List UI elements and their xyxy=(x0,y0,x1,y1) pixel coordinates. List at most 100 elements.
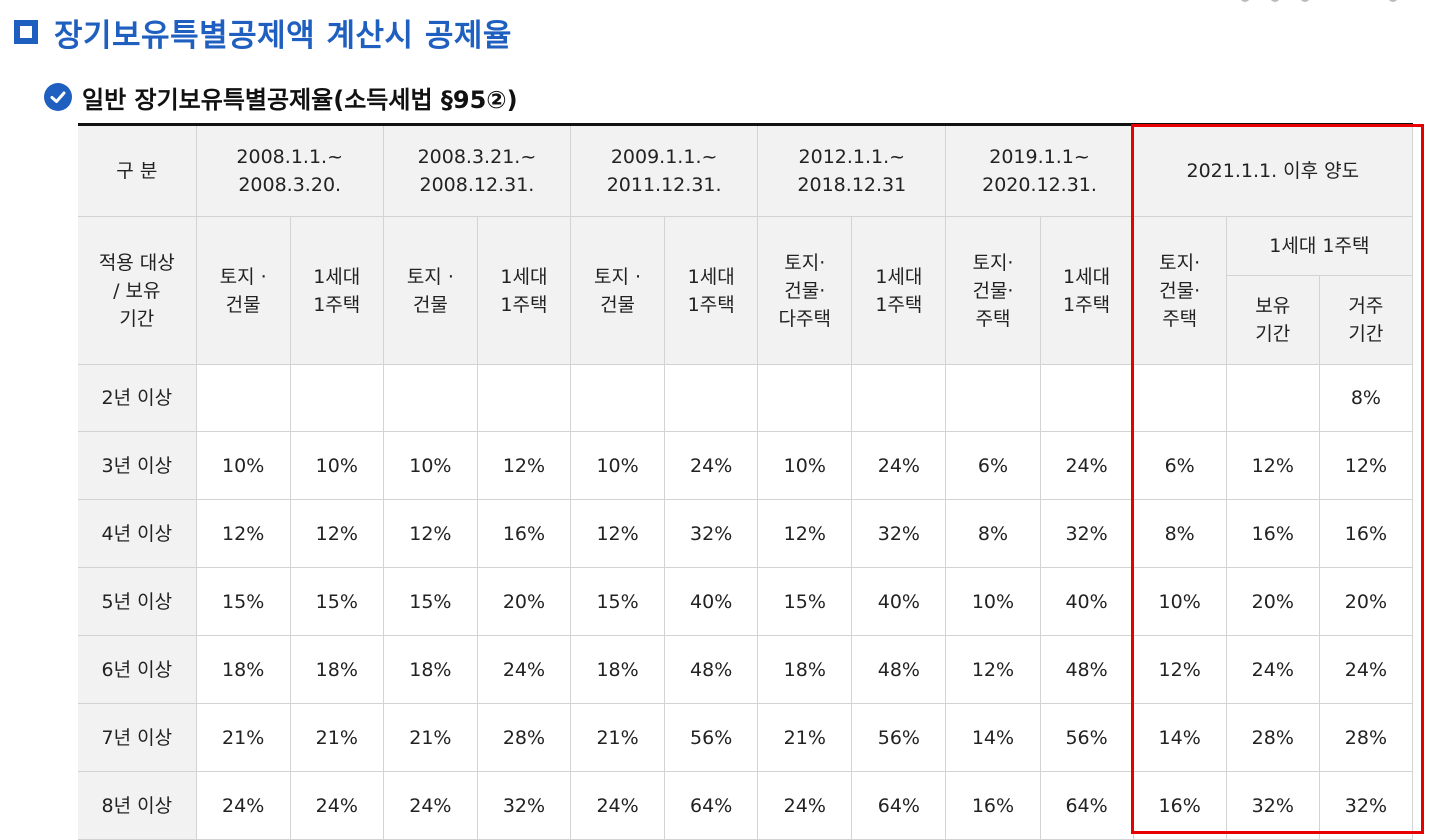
subheader: 1세대 1주택 xyxy=(1225,216,1414,276)
rate-cell: 48% xyxy=(851,635,947,704)
subsubheader: 거주 기간 xyxy=(1318,275,1414,365)
rate-cell: 64% xyxy=(1039,771,1134,840)
rate-cell: 15% xyxy=(570,567,666,636)
subheader: 토지 · 건물 xyxy=(195,216,291,365)
rate-cell: 10% xyxy=(195,431,291,500)
top-edge-decoration xyxy=(1240,0,1433,6)
rate-cell: 24% xyxy=(664,431,759,500)
rate-cell: 20% xyxy=(1318,567,1414,636)
rate-cell: 56% xyxy=(664,703,759,772)
rate-cell: 10% xyxy=(757,431,853,500)
rate-cell xyxy=(195,364,291,432)
rate-cell: 14% xyxy=(945,703,1041,772)
rate-cell: 6% xyxy=(1132,431,1227,500)
rate-cell: 40% xyxy=(851,567,947,636)
rate-cell: 12% xyxy=(476,431,572,500)
check-circle-icon xyxy=(44,83,72,111)
rate-cell: 8% xyxy=(1318,364,1414,432)
rate-cell: 21% xyxy=(195,703,291,772)
rate-cell: 48% xyxy=(1039,635,1134,704)
rate-cell: 8% xyxy=(1132,499,1227,568)
square-bullet-icon xyxy=(14,20,38,44)
rate-cell: 56% xyxy=(1039,703,1134,772)
table-row: 5년 이상 15% 15% 15% 20% 15% 40% 15% 40% 10% 40% 10% 20… xyxy=(78,567,1414,636)
rate-cell xyxy=(1039,364,1134,432)
rate-cell: 15% xyxy=(195,567,291,636)
rate-cell: 10% xyxy=(945,567,1041,636)
rate-cell: 12% xyxy=(757,499,853,568)
rate-cell: 28% xyxy=(1318,703,1414,772)
rate-cell: 10% xyxy=(289,431,384,500)
table-row: 8년 이상 24% 24% 24% 32% 24% 64% 24% 64% 16% 64% 16% 32… xyxy=(78,771,1414,840)
rate-cell: 32% xyxy=(476,771,572,840)
rate-cell: 18% xyxy=(195,635,291,704)
page-title-text: 장기보유특별공제액 계산시 공제율 xyxy=(54,17,512,54)
table-row: 3년 이상 10% 10% 10% 12% 10% 24% 10% 24% 6% 24% 6% 12% 1… xyxy=(78,431,1414,500)
rate-cell: 24% xyxy=(476,635,572,704)
rate-cell: 21% xyxy=(570,703,666,772)
rate-cell: 28% xyxy=(476,703,572,772)
rate-cell: 15% xyxy=(757,567,853,636)
period-header: 2012.1.1.~ 2018.12.31 xyxy=(757,124,947,217)
rate-cell: 12% xyxy=(382,499,478,568)
rate-cell: 40% xyxy=(664,567,759,636)
rate-cell: 12% xyxy=(945,635,1041,704)
rate-cell: 16% xyxy=(1225,499,1320,568)
rate-cell: 12% xyxy=(1132,635,1227,704)
rate-cell: 21% xyxy=(382,703,478,772)
rate-cell: 32% xyxy=(664,499,759,568)
rate-cell: 40% xyxy=(1039,567,1134,636)
rate-cell: 12% xyxy=(289,499,384,568)
rate-cell: 21% xyxy=(289,703,384,772)
rate-cell: 28% xyxy=(1225,703,1320,772)
rate-cell: 20% xyxy=(476,567,572,636)
section-heading: 일반 장기보유특별공제율(소득세법 §95②) xyxy=(44,80,518,114)
rate-cell: 24% xyxy=(1318,635,1414,704)
table-row: 2년 이상 8% xyxy=(78,364,1414,432)
table-row: 6년 이상 18% 18% 18% 24% 18% 48% 18% 48% 12% 48% 12% 24… xyxy=(78,635,1414,704)
subheader: 1세대 1주택 xyxy=(476,216,572,365)
subheader: 1세대 1주택 xyxy=(289,216,384,365)
period-header: 2009.1.1.~ 2011.12.31. xyxy=(570,124,759,217)
row-label: 4년 이상 xyxy=(78,499,197,568)
rate-cell: 16% xyxy=(1318,499,1414,568)
rate-cell: 64% xyxy=(664,771,759,840)
rate-cell: 15% xyxy=(289,567,384,636)
page-title: 장기보유특별공제액 계산시 공제율 xyxy=(14,12,512,54)
rate-cell: 10% xyxy=(570,431,666,500)
rate-cell: 10% xyxy=(1132,567,1227,636)
rate-cell: 18% xyxy=(289,635,384,704)
rate-cell: 18% xyxy=(570,635,666,704)
rate-cell xyxy=(1225,364,1320,432)
rate-cell xyxy=(757,364,853,432)
row-label: 3년 이상 xyxy=(78,431,197,500)
rate-cell: 20% xyxy=(1225,567,1320,636)
rate-cell xyxy=(476,364,572,432)
rate-cell: 12% xyxy=(570,499,666,568)
rate-cell xyxy=(664,364,759,432)
rate-cell: 12% xyxy=(195,499,291,568)
rate-cell xyxy=(570,364,666,432)
rate-cell xyxy=(851,364,947,432)
period-header: 2008.3.21.~ 2008.12.31. xyxy=(382,124,572,217)
table-row: 4년 이상 12% 12% 12% 16% 12% 32% 12% 32% 8% 32% 8% 16% 1… xyxy=(78,499,1414,568)
subheader: 토지· 건물· 주택 xyxy=(1132,216,1227,365)
subheader: 토지 · 건물 xyxy=(570,216,666,365)
rate-cell: 24% xyxy=(851,431,947,500)
deduction-rate-table: 구 분 2008.1.1.~ 2008.3.20. 2008.3.21.~ 2008… xyxy=(78,123,1414,840)
subheader: 1세대 1주택 xyxy=(664,216,759,365)
rate-cell: 24% xyxy=(1225,635,1320,704)
subheader: 토지· 건물· 주택 xyxy=(945,216,1041,365)
rate-cell: 14% xyxy=(1132,703,1227,772)
subheader: 1세대 1주택 xyxy=(851,216,947,365)
rate-cell: 12% xyxy=(1225,431,1320,500)
period-header: 2019.1.1~ 2020.12.31. xyxy=(945,124,1134,217)
rate-cell: 21% xyxy=(757,703,853,772)
rate-cell: 24% xyxy=(570,771,666,840)
rate-cell: 24% xyxy=(382,771,478,840)
rate-cell: 18% xyxy=(382,635,478,704)
row-label: 7년 이상 xyxy=(78,703,197,772)
rate-cell: 15% xyxy=(382,567,478,636)
subheader: 토지 · 건물 xyxy=(382,216,478,365)
row-label: 5년 이상 xyxy=(78,567,197,636)
